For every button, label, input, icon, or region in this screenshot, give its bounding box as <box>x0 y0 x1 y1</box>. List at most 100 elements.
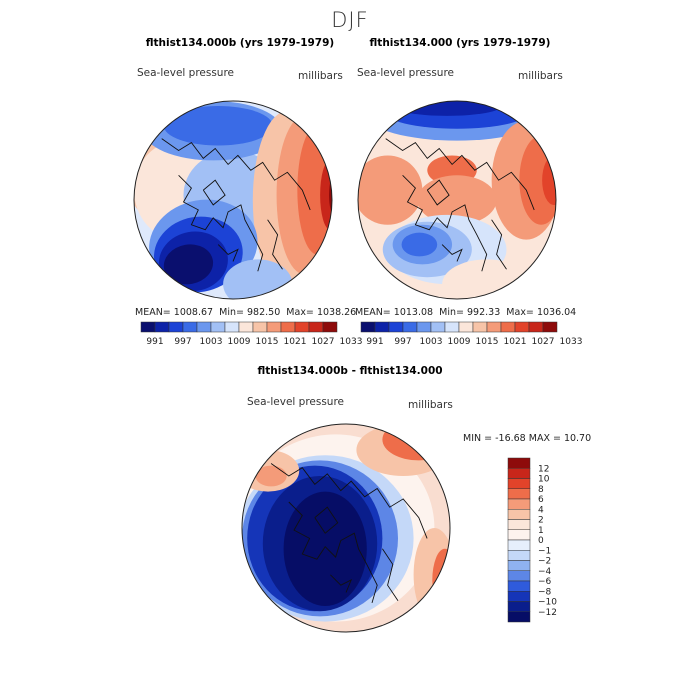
colorbar-3-swatch <box>507 488 531 500</box>
colorbar-2-tick-label: 1021 <box>504 337 527 347</box>
colorbar-2-swatch <box>388 321 404 333</box>
colorbar-2-swatch <box>444 321 460 333</box>
map-3-boundary <box>241 423 451 633</box>
colorbar-3-tick-label: 0 <box>538 536 544 546</box>
colorbar-3-swatch <box>507 591 531 602</box>
panel3-units-label: millibars <box>408 399 453 411</box>
panel2-min-value: 992.33 <box>467 307 501 318</box>
colorbar-1-swatch <box>238 321 254 333</box>
colorbar-1-swatch <box>140 321 156 333</box>
colorbar-2-swatch <box>458 321 474 333</box>
map-1-contour-region <box>223 259 293 299</box>
colorbar-3-swatch <box>507 457 531 469</box>
colorbar-2-swatch <box>514 321 530 333</box>
panel2-min-label: Min= <box>439 307 464 318</box>
panel2-title: flthist134.000 (yrs 1979-1979) <box>369 37 551 49</box>
colorbar-1-swatch <box>182 321 198 333</box>
colorbar-3-swatch <box>507 560 531 571</box>
colorbar-2-swatch <box>542 321 558 333</box>
map-3-contour-region <box>413 424 450 447</box>
colorbar-1-swatch <box>308 321 324 333</box>
map-2-contour-region <box>392 101 502 116</box>
colorbar-3-swatch <box>507 580 531 592</box>
panel1-mean-value: 1008.67 <box>173 307 214 318</box>
colorbar-3-tick-label: 6 <box>538 495 544 505</box>
map-1-coastline <box>267 219 283 270</box>
map-1-coastline <box>202 179 226 206</box>
map-3-contour-region <box>283 491 367 606</box>
map-3-coastline <box>330 574 353 593</box>
map-3-contour-region <box>255 465 287 487</box>
map-2-field <box>358 101 556 299</box>
panel3-stats: MIN = -16.68 MAX = 10.70 <box>463 433 592 444</box>
colorbar-2-swatch <box>402 321 418 333</box>
colorbar-3-tick-label: 4 <box>538 505 544 515</box>
map-1-contour-region <box>163 244 214 285</box>
map-3-coastline <box>270 463 428 539</box>
panel2-max-value: 1036.04 <box>536 307 577 318</box>
colorbar-3-swatch <box>507 498 531 510</box>
colorbar-2-swatch <box>500 321 516 333</box>
colorbar-2-tick-label: 997 <box>394 337 411 347</box>
colorbar-3-swatch <box>507 468 531 479</box>
map-3-coastline <box>288 501 378 604</box>
panel2-units-label: millibars <box>518 70 563 82</box>
colorbar-3-tick-label: −2 <box>538 557 551 567</box>
panel1-mean-label: MEAN= <box>135 307 171 318</box>
map-2-coastline <box>491 219 507 270</box>
colorbar-2-swatch <box>472 321 488 333</box>
map-2-contour-region <box>442 259 532 299</box>
map-2-coastline <box>402 174 488 272</box>
colorbar-3-tick-label: 8 <box>538 485 544 495</box>
panel1-stats: MEAN= 1008.67 Min= 982.50 Max= 1038.26 <box>135 307 356 318</box>
colorbar-1-tick-label: 1003 <box>200 337 223 347</box>
map-2-boundary <box>357 100 557 300</box>
colorbar-1-swatch <box>252 321 268 333</box>
colorbar-2-swatch <box>486 321 502 333</box>
colorbar-2-swatch <box>528 321 544 333</box>
colorbar-3-tick-label: −10 <box>538 598 557 608</box>
colorbar-2-swatch <box>416 321 432 333</box>
colorbar-3-swatch <box>507 529 531 541</box>
panel1-min-value: 982.50 <box>247 307 281 318</box>
colorbar-1-swatch <box>210 321 226 333</box>
panel2-mean-value: 1013.08 <box>393 307 434 318</box>
colorbar-2-swatch <box>430 321 446 333</box>
colorbar-3-swatch <box>507 570 531 582</box>
panel3-variable-label: Sea-level pressure <box>247 396 345 408</box>
colorbar-1-tick-label: 1015 <box>256 337 279 347</box>
colorbar-3-tick-label: −8 <box>538 587 552 597</box>
colorbar-3-tick-label: −12 <box>538 608 557 618</box>
map-1-coastline <box>217 244 239 262</box>
map-2-contour-region <box>417 175 497 225</box>
panel2-mean-label: MEAN= <box>355 307 391 318</box>
colorbar-3-tick-label: −1 <box>538 546 551 556</box>
colorbar-1-tick-label: 1033 <box>340 337 363 347</box>
map-3-field <box>242 424 450 632</box>
map-2-contour-region <box>401 232 438 257</box>
colorbar-3-swatch <box>507 539 531 551</box>
colorbar-3-swatch <box>507 550 531 561</box>
colorbar-3-swatch <box>507 519 531 530</box>
map-1-boundary <box>133 100 333 300</box>
colorbar-1-tick-label: 991 <box>146 337 163 347</box>
map-1-coastline <box>178 174 264 272</box>
colorbar-3-swatch <box>507 611 531 623</box>
colorbar-3-swatch <box>507 478 531 489</box>
colorbar-1-swatch <box>154 321 170 333</box>
panel1-title: flthist134.000b (yrs 1979-1979) <box>145 37 335 49</box>
map-2-coastline <box>385 138 535 211</box>
colorbar-3-tick-label: 1 <box>538 526 544 536</box>
colorbar-2-tick-label: 1003 <box>420 337 443 347</box>
colorbar-1-swatch <box>224 321 240 333</box>
colorbar-1-swatch <box>196 321 212 333</box>
colorbar-2-tick-label: 991 <box>366 337 383 347</box>
panel2-variable-label: Sea-level pressure <box>357 67 455 79</box>
map-2-coastline <box>426 179 450 206</box>
colorbar-1-tick-label: 1027 <box>312 337 335 347</box>
panel2-stats: MEAN= 1013.08 Min= 992.33 Max= 1036.04 <box>355 307 576 318</box>
colorbar-2-tick-label: 1015 <box>476 337 499 347</box>
map-1-coastline <box>161 138 311 211</box>
colorbar-2-tick-label: 1027 <box>532 337 555 347</box>
colorbar-1-swatch <box>168 321 184 333</box>
